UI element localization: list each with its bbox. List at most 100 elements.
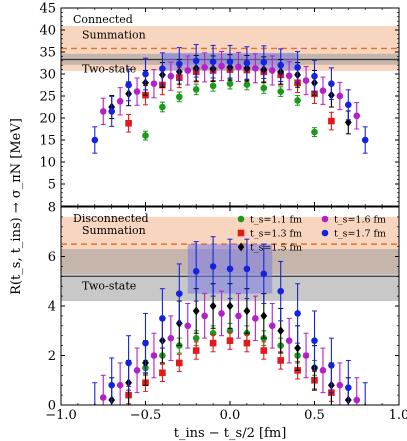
data-point (260, 84, 268, 92)
legend-marker (321, 215, 329, 223)
data-point (226, 58, 234, 65)
data-point (218, 310, 225, 317)
summation-label-top: Summation (82, 28, 146, 41)
data-point (336, 381, 344, 389)
data-point (125, 119, 132, 127)
data-point (91, 136, 99, 144)
data-point (125, 81, 132, 89)
data-point (252, 64, 259, 72)
panel-title-top: Connected (73, 13, 133, 26)
data-point (192, 86, 200, 93)
plot-area-bottom (61, 216, 399, 405)
data-point (142, 339, 149, 347)
y-tick-label: 2 (48, 349, 56, 364)
data-point (142, 70, 149, 78)
data-point (277, 357, 284, 364)
data-point (201, 64, 208, 71)
x-tick-label: 0.0 (220, 408, 241, 423)
y-tick-label: 45 (39, 2, 56, 17)
x-tick-label: 1.0 (389, 408, 407, 423)
data-point (133, 88, 141, 95)
y-tick-label: 15 (39, 134, 56, 149)
data-point (176, 290, 183, 297)
data-point (159, 65, 166, 73)
data-point (150, 352, 158, 359)
data-point (192, 268, 200, 275)
y-axis-label: R(t_s, t_ins) → σ_πN [MeV] (9, 118, 24, 295)
data-point (226, 80, 234, 87)
legend-marker (237, 229, 245, 237)
data-point (353, 112, 361, 120)
data-point (302, 352, 310, 359)
data-point (192, 347, 200, 354)
data-point (209, 263, 217, 270)
legend-marker (321, 229, 329, 237)
data-point (108, 381, 115, 389)
data-point (260, 347, 268, 354)
data-point (243, 265, 251, 273)
data-point (277, 88, 285, 95)
two-state-label-bottom: Two-state (82, 279, 136, 292)
data-point (294, 64, 301, 71)
data-point (294, 310, 301, 317)
data-point (176, 359, 183, 367)
data-point (252, 315, 259, 322)
data-point (142, 132, 149, 139)
data-point (268, 67, 276, 74)
y-tick-label: 6 (48, 250, 56, 265)
series-bottom-1-3-fm (125, 331, 335, 405)
data-point (150, 80, 158, 87)
data-point (361, 136, 369, 144)
y-tick-label: 20 (39, 112, 56, 127)
data-point (201, 312, 208, 320)
y-tick-label: 10 (39, 156, 56, 171)
data-point (184, 322, 192, 330)
data-point (116, 381, 124, 389)
data-point (311, 128, 318, 136)
y-tick-label: 0 (48, 399, 56, 414)
data-point (277, 326, 285, 336)
data-point (311, 72, 318, 80)
data-point (285, 72, 293, 80)
data-point (159, 315, 166, 322)
data-point (192, 334, 200, 342)
legend-marker (237, 242, 245, 252)
data-point (260, 311, 268, 321)
data-point (277, 61, 285, 69)
data-point (268, 322, 276, 330)
legend-label: t_s=1.6 fm (334, 215, 386, 226)
panel-bottom: Summation Two-state Disconnected 0 2 4 6 8 (48, 201, 400, 414)
data-point (328, 362, 335, 369)
y-tick-label: 40 (39, 24, 56, 39)
data-point (226, 301, 234, 311)
data-point (226, 265, 234, 273)
y-tick-label: 30 (39, 68, 56, 83)
data-point (243, 81, 251, 88)
data-point (159, 103, 166, 111)
data-point (218, 62, 225, 70)
data-point (260, 58, 268, 66)
data-point (319, 87, 327, 95)
two-state-label-top: Two-state (82, 62, 136, 75)
y-tick-label: 4 (48, 300, 56, 315)
data-point (345, 101, 352, 109)
data-point (294, 343, 301, 353)
data-point (260, 270, 268, 278)
legend-label: t_s=1.3 fm (250, 229, 302, 240)
y-tick-label: 25 (39, 90, 56, 105)
data-point (353, 396, 361, 404)
data-point (159, 369, 166, 377)
data-point (176, 60, 183, 68)
legend-marker (237, 215, 245, 223)
data-point (125, 359, 132, 367)
legend-label: t_s=1.1 fm (250, 215, 302, 226)
data-point (226, 337, 234, 344)
data-point (285, 337, 293, 344)
plot-area-top (61, 26, 399, 154)
legend-label: t_s=1.7 fm (334, 229, 386, 240)
data-point (192, 306, 200, 316)
series-bottom-1-7-fm (92, 236, 368, 405)
data-point (133, 367, 141, 374)
